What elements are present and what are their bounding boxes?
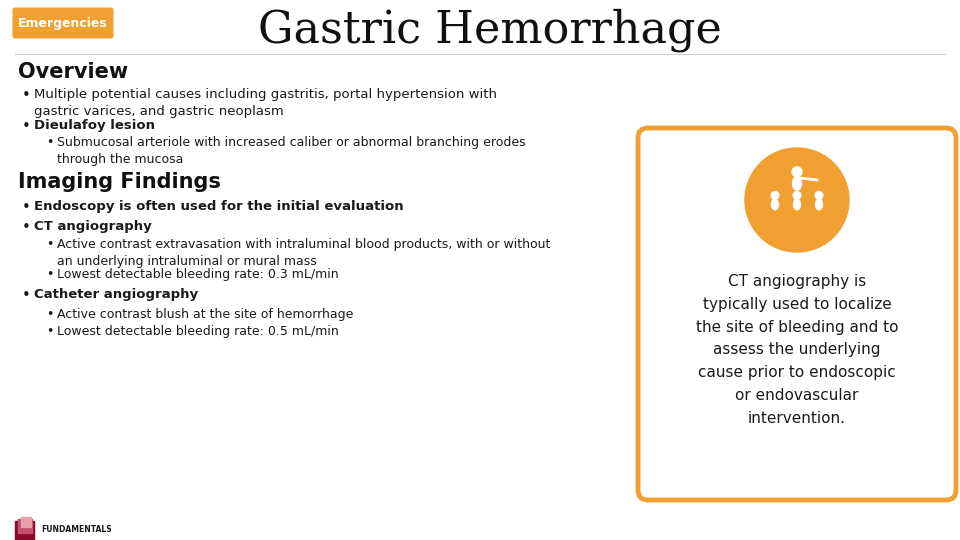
Text: •: • — [46, 136, 54, 149]
Circle shape — [792, 167, 802, 177]
Text: Multiple potential causes including gastritis, portal hypertension with
gastric : Multiple potential causes including gast… — [34, 88, 497, 118]
Circle shape — [771, 192, 779, 199]
FancyBboxPatch shape — [12, 8, 113, 38]
Text: •: • — [46, 325, 54, 338]
Text: Imaging Findings: Imaging Findings — [18, 172, 221, 192]
Bar — [15, 521, 34, 540]
Bar — [21, 517, 31, 527]
Text: •: • — [46, 238, 54, 251]
Text: Catheter angiography: Catheter angiography — [34, 288, 198, 301]
Text: Active contrast extravasation with intraluminal blood products, with or without
: Active contrast extravasation with intra… — [57, 238, 550, 268]
Text: •: • — [22, 119, 31, 134]
Circle shape — [815, 192, 823, 199]
Text: CT angiography: CT angiography — [34, 220, 152, 233]
Text: FUNDAMENTALS: FUNDAMENTALS — [41, 525, 111, 534]
Text: •: • — [46, 308, 54, 321]
Text: Overview: Overview — [18, 62, 128, 82]
Text: Lowest detectable bleeding rate: 0.5 mL/min: Lowest detectable bleeding rate: 0.5 mL/… — [57, 325, 339, 338]
Text: •: • — [22, 200, 31, 215]
Bar — [18, 519, 32, 533]
Text: Endoscopy is often used for the initial evaluation: Endoscopy is often used for the initial … — [34, 200, 403, 213]
Text: Lowest detectable bleeding rate: 0.3 mL/min: Lowest detectable bleeding rate: 0.3 mL/… — [57, 268, 339, 281]
Text: Dieulafoy lesion: Dieulafoy lesion — [34, 119, 155, 132]
Text: •: • — [22, 88, 31, 103]
Text: •: • — [22, 288, 31, 303]
Ellipse shape — [772, 199, 779, 210]
Text: Active contrast blush at the site of hemorrhage: Active contrast blush at the site of hem… — [57, 308, 353, 321]
Circle shape — [793, 192, 801, 199]
Text: Gastric Hemorrhage: Gastric Hemorrhage — [258, 8, 722, 52]
Text: Emergencies: Emergencies — [18, 17, 108, 30]
Circle shape — [745, 148, 849, 252]
Ellipse shape — [794, 199, 801, 210]
Text: CT angiography is
typically used to localize
the site of bleeding and to
assess : CT angiography is typically used to loca… — [696, 274, 899, 426]
Ellipse shape — [815, 199, 823, 210]
Text: Submucosal arteriole with increased caliber or abnormal branching erodes
through: Submucosal arteriole with increased cali… — [57, 136, 526, 166]
Ellipse shape — [793, 177, 802, 190]
Text: •: • — [46, 268, 54, 281]
FancyBboxPatch shape — [638, 128, 956, 500]
Text: •: • — [22, 220, 31, 235]
